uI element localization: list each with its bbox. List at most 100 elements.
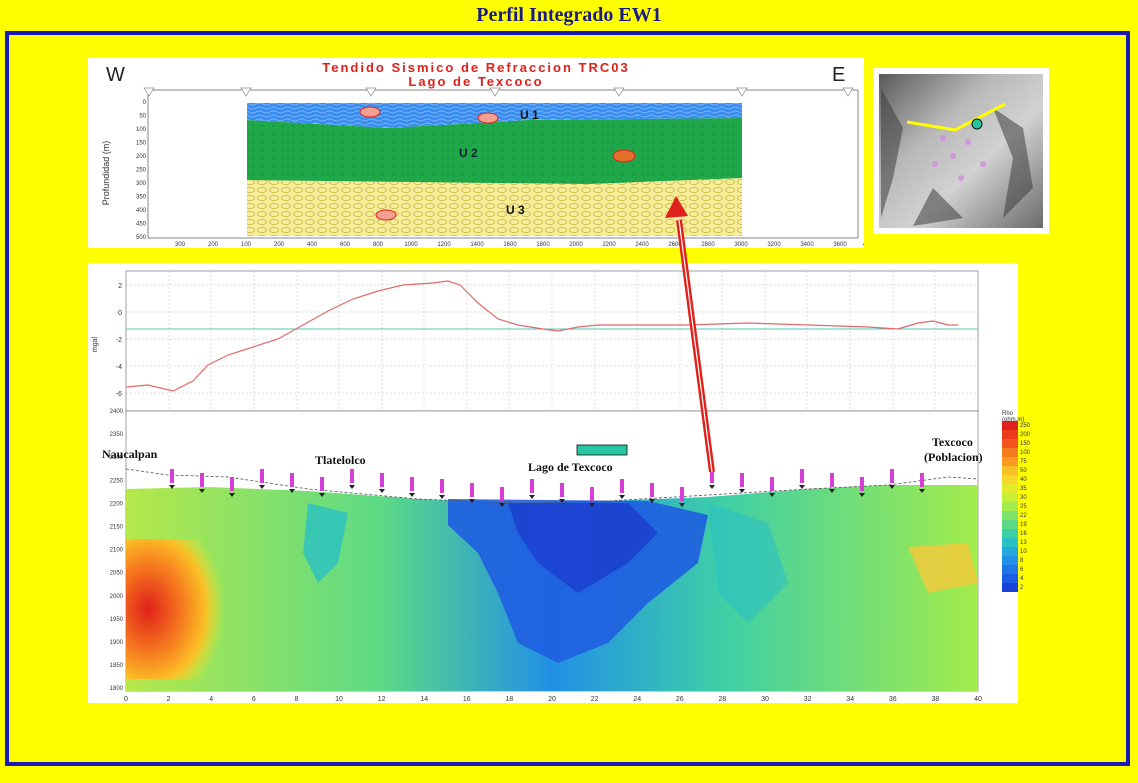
resistivity-y-tick: 1850 (110, 663, 124, 669)
seismic-x-tick: 2600 (668, 242, 682, 248)
seismic-x-tick: 1600 (503, 242, 517, 248)
station-marker (560, 483, 564, 497)
seismic-y-tick: 450 (136, 222, 147, 228)
station-marker (830, 473, 834, 487)
seismic-x-tick: 3200 (767, 242, 781, 248)
resistivity-y-tick: 2100 (110, 548, 124, 554)
station-marker (680, 487, 684, 501)
colorbar-value: 150 (1020, 440, 1031, 447)
colorbar-swatch (1002, 484, 1018, 493)
unit-u3-layer (247, 178, 742, 236)
resistivity-colorbar: 250 200 150 100 75 50 40 35 30 25 22 19 16 13 10 8 6 4 2 (1002, 421, 1030, 592)
gravity-resistivity-panel: 2 0 -2 -4 -6 0 2 4 6 8 10 12 14 16 18 20 22 24 26 28 30 32 34… (88, 263, 1030, 703)
seismic-x-tick: 2800 (701, 242, 715, 248)
station-triangle (889, 485, 895, 489)
colorbar-swatch (1002, 565, 1018, 574)
gravity-grid (126, 271, 978, 411)
station-marker (920, 473, 924, 487)
resistivity-y-tick: 2350 (110, 432, 124, 438)
resistivity-x-tick: 22 (591, 696, 599, 703)
colorbar-swatch (1002, 529, 1018, 538)
topography-line (125, 468, 979, 504)
station-triangle (289, 489, 295, 493)
seismic-y-tick: 500 (136, 235, 147, 241)
station-triangle (589, 503, 595, 507)
resistivity-x-tick: 6 (252, 696, 256, 703)
gravity-resistivity-plot: 20-2-4-6 0 2 4 6 8 10 12 14 16 18 20 22 24 26 28 30 32 34… (110, 270, 982, 703)
colorbar-value: 13 (1020, 539, 1027, 546)
colorbar-value: 35 (1020, 485, 1027, 492)
seismic-x-tick: 2400 (635, 242, 649, 248)
seismic-y-tick: 300 (136, 181, 147, 187)
colorbar-value: 8 (1020, 557, 1024, 564)
resistivity-deep-low-zone (508, 503, 658, 593)
station-triangle (199, 489, 205, 493)
colorbar-value: 30 (1020, 494, 1027, 501)
colorbar-row: 75 (1002, 457, 1030, 466)
colorbar-value: 40 (1020, 476, 1027, 483)
colorbar-value: 6 (1020, 566, 1024, 573)
station-triangle (829, 489, 835, 493)
colorbar-row: 100 (1002, 448, 1030, 457)
station-triangle (649, 499, 655, 503)
resistivity-x-tick: 14 (420, 696, 428, 703)
seismic-x-tick: 400 (307, 242, 318, 248)
colorbar-value: 19 (1020, 521, 1027, 528)
seismic-x-tick: 1000 (404, 242, 418, 248)
unit-u1-label: U 1 (520, 108, 539, 122)
colorbar-value: 22 (1020, 512, 1027, 519)
station-triangle (169, 485, 175, 489)
station-labels (169, 469, 925, 507)
colorbar-swatch (1002, 457, 1018, 466)
colorbar-title: Rho (ohm.m) (1002, 411, 1025, 423)
station-marker (500, 487, 504, 501)
location-map (873, 68, 1049, 234)
seismic-x-tick: 200 (274, 242, 285, 248)
colorbar-row: 16 (1002, 529, 1030, 538)
resistivity-x-tick: 10 (335, 696, 343, 703)
colorbar-row: 13 (1002, 538, 1030, 547)
station-marker (590, 487, 594, 501)
colorbar-row: 30 (1002, 493, 1030, 502)
resistivity-x-tick: 18 (506, 696, 514, 703)
map-localities (932, 135, 986, 181)
naucalpan-label: Naucalpan (102, 447, 158, 461)
station-triangle (439, 495, 445, 499)
colorbar-value: 200 (1020, 431, 1031, 438)
station-triangle (409, 493, 415, 497)
station-marker (200, 473, 204, 487)
colorbar-swatch (1002, 511, 1018, 520)
station-marker (740, 473, 744, 487)
resistivity-y-tick: 1900 (110, 640, 124, 646)
colorbar-swatch (1002, 520, 1018, 529)
seismic-title-line2: Lago de Texcoco (408, 74, 544, 89)
seismic-x-tick: 100 (241, 242, 252, 248)
station-triangle (919, 489, 925, 493)
seismic-section-panel: Tendido Sismico de Refraccion TRC03 Lago… (88, 58, 864, 248)
colorbar-value: 10 (1020, 548, 1027, 555)
colorbar-value: 2 (1020, 584, 1024, 591)
resistivity-x-tick: 36 (889, 696, 897, 703)
colorbar-swatch (1002, 439, 1018, 448)
colorbar-row: 2 (1002, 583, 1030, 592)
resistivity-x-tick: 34 (846, 696, 854, 703)
map-relief (881, 88, 1033, 226)
seismic-x-tick: 3400 (800, 242, 814, 248)
station-triangle (499, 503, 505, 507)
gravity-anomaly-curve (125, 280, 958, 392)
gravity-y-tick: -6 (116, 391, 122, 398)
resistivity-high-anomaly (126, 539, 236, 679)
resistivity-y-tick: 2000 (110, 594, 124, 600)
resistivity-x-tick: 20 (548, 696, 556, 703)
station-triangle (379, 489, 385, 493)
east-label: E (832, 64, 846, 86)
colorbar-row: 8 (1002, 556, 1030, 565)
station-triangle (529, 495, 535, 499)
station-triangle (859, 493, 865, 497)
resistivity-mid-cyan (303, 503, 348, 583)
station-marker (260, 469, 264, 483)
colorbar-row: 150 (1002, 439, 1030, 448)
station-marker (650, 483, 654, 497)
colorbar-row: 25 (1002, 502, 1030, 511)
station-triangle (259, 485, 265, 489)
